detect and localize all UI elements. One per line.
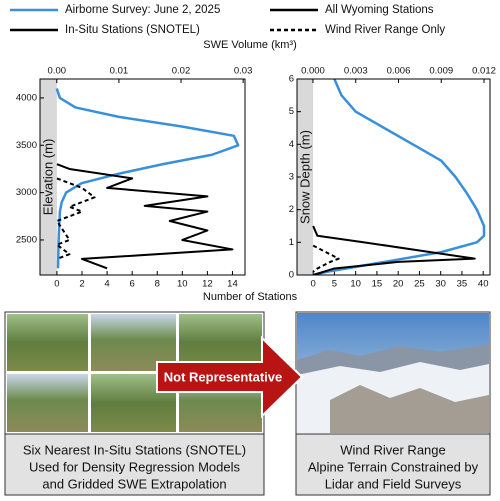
x-tick-label: 6 (130, 279, 135, 290)
legend-label: Airborne Survey: June 2, 2025 (65, 4, 220, 16)
chart: Elevation (m) 2500 3000 3500 4000 0 2 4 6 8 10 12 14… (16, 66, 253, 290)
caption-line: Wind River Range (340, 442, 446, 457)
x-tick-label: 35 (457, 279, 468, 290)
photo (7, 374, 88, 432)
x-tick-label: 0 (311, 279, 316, 290)
x-tick-label: 40 (478, 279, 489, 290)
y-tick-label: 3000 (16, 187, 37, 198)
mountain-photo (295, 311, 491, 496)
legend-label: In-Situ Stations (SNOTEL) (65, 24, 200, 36)
bottom-axis-label: Number of Stations (203, 291, 298, 303)
x2-tick-label: 0.01 (110, 66, 129, 77)
x2-tick-label: 0.000 (301, 66, 325, 77)
x-tick-label: 14 (227, 279, 238, 290)
x-tick-label: 10 (177, 279, 188, 290)
x-tick-label: 0 (54, 279, 59, 290)
x-tick-label: 12 (202, 279, 213, 290)
caption-line: Alpine Terrain Constrained by (308, 459, 479, 474)
x2-tick-label: 0.006 (387, 66, 411, 77)
series-line (312, 225, 476, 275)
negative-region (297, 79, 314, 275)
y-tick-label: 1 (289, 237, 294, 248)
x-tick-label: 15 (372, 279, 383, 290)
y-tick-label: 3 (289, 172, 294, 183)
x-tick-label: 2 (79, 279, 84, 290)
caption-box (4, 433, 265, 496)
plot-background (297, 79, 490, 275)
caption-line: Used for Density Regression Models (29, 459, 240, 474)
legend-label: All Wyoming Stations (325, 4, 434, 16)
x-tick-label: 5 (332, 279, 337, 290)
x-tick-label: 10 (350, 279, 361, 290)
y-tick-label: 4000 (16, 92, 37, 103)
series-line (312, 79, 486, 275)
plot-frame (39, 78, 246, 276)
x-tick-label: 20 (393, 279, 404, 290)
plot-frame (296, 78, 491, 276)
y-axis-label: Snow Depth (m) (297, 130, 312, 224)
top-axis-label: SWE Volume (km³) (203, 39, 297, 51)
x2-tick-label: 0.012 (472, 66, 496, 77)
y-tick-label: 2 (289, 204, 294, 215)
caption-box (295, 433, 491, 496)
caption-line: and Gridded SWE Extrapolation (42, 476, 226, 491)
negative-region (40, 79, 57, 275)
arrow (156, 335, 304, 419)
x2-tick-label: 0.03 (234, 66, 253, 77)
x2-tick-label: 0.02 (172, 66, 191, 77)
x-tick-label: 4 (104, 279, 109, 290)
x-tick-label: 8 (155, 279, 160, 290)
y-tick-label: 3500 (16, 140, 37, 151)
rock (330, 385, 489, 433)
y-tick-label: 5 (289, 106, 294, 117)
x2-tick-label: 0.003 (344, 66, 368, 77)
plot-background (40, 79, 245, 275)
arrow-label: Not Representative (164, 369, 282, 384)
chart: Snow Depth (m) 0 1 2 3 4 5 6 0 5 10 15 20 25 30 35 40 0.0… (289, 66, 496, 290)
y-axis-label: Elevation (m) (40, 139, 55, 216)
series-line (56, 163, 234, 270)
series-line (55, 88, 240, 269)
series-line (312, 244, 340, 273)
y-tick-label: 2500 (16, 234, 37, 245)
y-tick-label: 4 (289, 139, 294, 150)
x2-tick-label: 0.00 (48, 66, 67, 77)
x-tick-label: 30 (435, 279, 446, 290)
caption-line: Lidar and Field Surveys (325, 476, 462, 491)
y-tick-label: 6 (289, 74, 294, 85)
y-tick-label: 0 (289, 270, 294, 281)
caption-line: Six Nearest In-Situ Stations (SNOTEL) (23, 442, 246, 457)
x-tick-label: 25 (414, 279, 425, 290)
x2-tick-label: 0.009 (429, 66, 453, 77)
photo (7, 314, 88, 371)
legend-label: Wind River Range Only (325, 24, 445, 36)
